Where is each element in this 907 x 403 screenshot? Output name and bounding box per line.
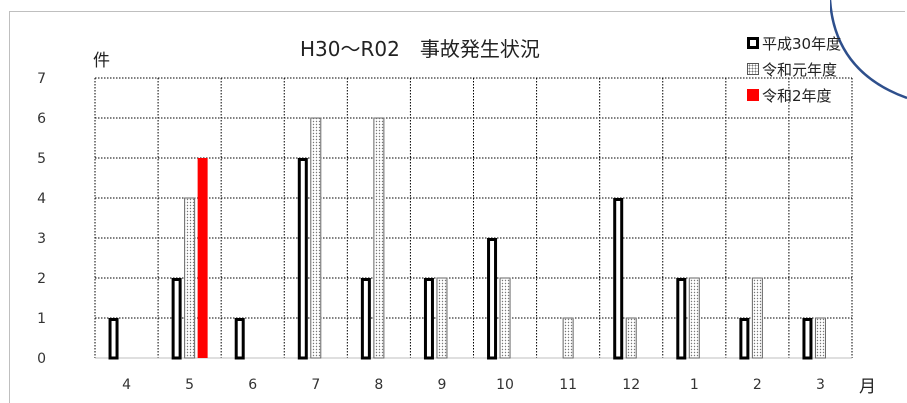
bar-series-2: [197, 158, 208, 358]
bar-series-0: [802, 318, 813, 360]
y-tick-label: 0: [37, 351, 46, 367]
bar-series-1: [751, 277, 763, 359]
bar-series-1: [688, 277, 700, 359]
bar-series-1: [499, 277, 511, 359]
x-tick-label: 7: [311, 377, 320, 393]
bar-series-1: [436, 277, 448, 359]
legend-label-r01: 令和元年度: [762, 60, 838, 79]
bars: [108, 117, 826, 360]
legend: 平成30年度 令和元年度 令和2年度: [747, 30, 841, 108]
bar-series-0: [234, 318, 245, 360]
x-tick-label: 8: [374, 377, 383, 393]
bar-series-0: [676, 278, 687, 360]
legend-swatch-r02: [747, 89, 759, 101]
bar-series-1: [373, 117, 385, 359]
chart-title: H30〜R02 事故発生状況: [300, 37, 540, 61]
y-tick-label: 6: [37, 111, 46, 127]
decorative-arc: [830, 0, 907, 100]
x-tick-label: 5: [185, 377, 194, 393]
y-tick-label: 2: [37, 271, 46, 287]
bar-series-0: [108, 318, 119, 360]
y-tick-label: 1: [37, 311, 46, 327]
y-tick-label: 3: [37, 231, 46, 247]
x-tick-label: 10: [496, 377, 514, 393]
x-tick-label: 2: [753, 377, 762, 393]
bar-series-1: [184, 197, 196, 359]
x-tick-label: 1: [690, 377, 699, 393]
chart-frame: [9, 11, 905, 403]
legend-item-r01: 令和元年度: [747, 56, 841, 82]
legend-label-h30: 平成30年度: [762, 34, 842, 53]
bar-series-0: [613, 198, 624, 360]
legend-swatch-h30: [747, 37, 759, 49]
legend-item-h30: 平成30年度: [747, 30, 841, 56]
bar-series-0: [739, 318, 750, 360]
bar-series-0: [360, 278, 371, 360]
x-tick-label: 9: [437, 377, 446, 393]
bar-series-0: [171, 278, 182, 360]
x-tick-label: 6: [248, 377, 257, 393]
y-tick-label: 7: [37, 71, 46, 87]
bar-series-1: [625, 317, 637, 359]
gridlines: [94, 77, 853, 359]
y-tick-label: 4: [37, 191, 46, 207]
y-tick-label: 5: [37, 151, 46, 167]
x-tick-label: 3: [816, 377, 825, 393]
x-tick-label: 11: [559, 377, 577, 393]
bar-series-0: [423, 278, 434, 360]
legend-item-r02: 令和2年度: [747, 82, 841, 108]
bar-series-1: [310, 117, 322, 359]
y-axis-label: 件: [93, 51, 110, 71]
x-tick-label: 4: [122, 377, 131, 393]
legend-label-r02: 令和2年度: [762, 86, 832, 105]
bar-series-1: [562, 317, 574, 359]
bar-series-0: [487, 238, 498, 360]
bar-series-0: [297, 158, 308, 360]
x-tick-label: 12: [622, 377, 640, 393]
legend-swatch-r01: [747, 63, 759, 75]
x-axis-label: 月: [859, 377, 876, 397]
bar-series-1: [814, 317, 826, 359]
